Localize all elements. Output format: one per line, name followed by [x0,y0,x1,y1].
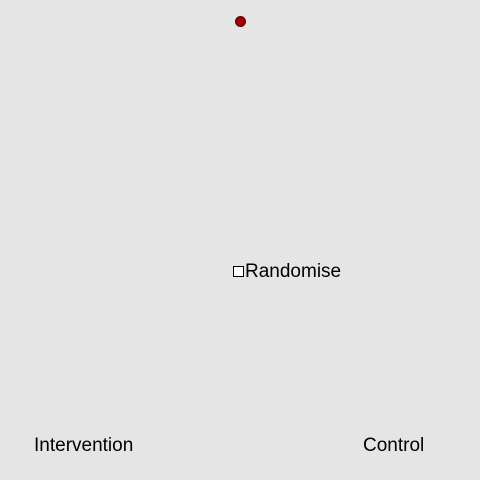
intervention-label: Intervention [34,435,134,456]
checkbox-box[interactable] [233,265,244,277]
control-label: Control [363,435,425,456]
randomise-checkbox[interactable]: Randomise [233,261,341,283]
red-dot-icon [235,16,246,27]
randomise-label: Randomise [245,261,342,282]
